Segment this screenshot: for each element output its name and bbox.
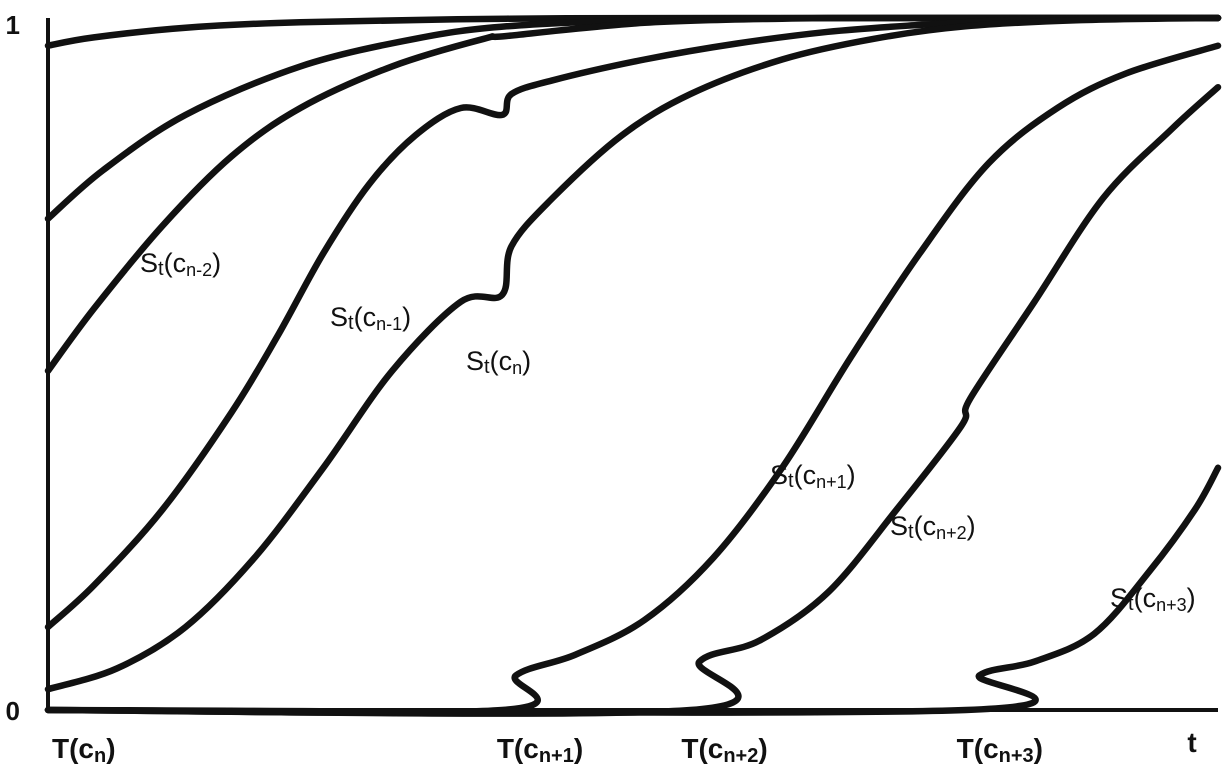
curve-6 [44,83,1222,717]
x-tick-label-nplus2: T(cn+2) [681,733,767,767]
x-tick-label-nplus3: T(cn+3) [957,733,1043,767]
curve-label-nplus2: St(cn+2) [890,511,976,543]
curve-7 [44,464,1222,716]
curve-label-n: St(cn) [466,346,531,378]
curve-5 [44,42,1222,716]
x-axis-label: t [1187,727,1196,758]
y-tick-label-1: 1 [6,10,20,40]
x-tick-label-n: T(cn) [52,733,116,767]
curve-2 [44,14,1222,375]
x-tick-label-nplus1: T(cn+1) [497,733,583,767]
y-tick-label-0: 0 [6,696,20,726]
curve-label-nplus1: St(cn+1) [770,460,856,492]
curve-label-nplus3: St(cn+3) [1110,583,1196,615]
curve-label-nminus1: St(cn-1) [330,302,411,334]
curve-4 [44,14,1222,693]
curve-label-nminus2: St(cn-2) [140,248,221,280]
curve-3 [44,14,1222,631]
